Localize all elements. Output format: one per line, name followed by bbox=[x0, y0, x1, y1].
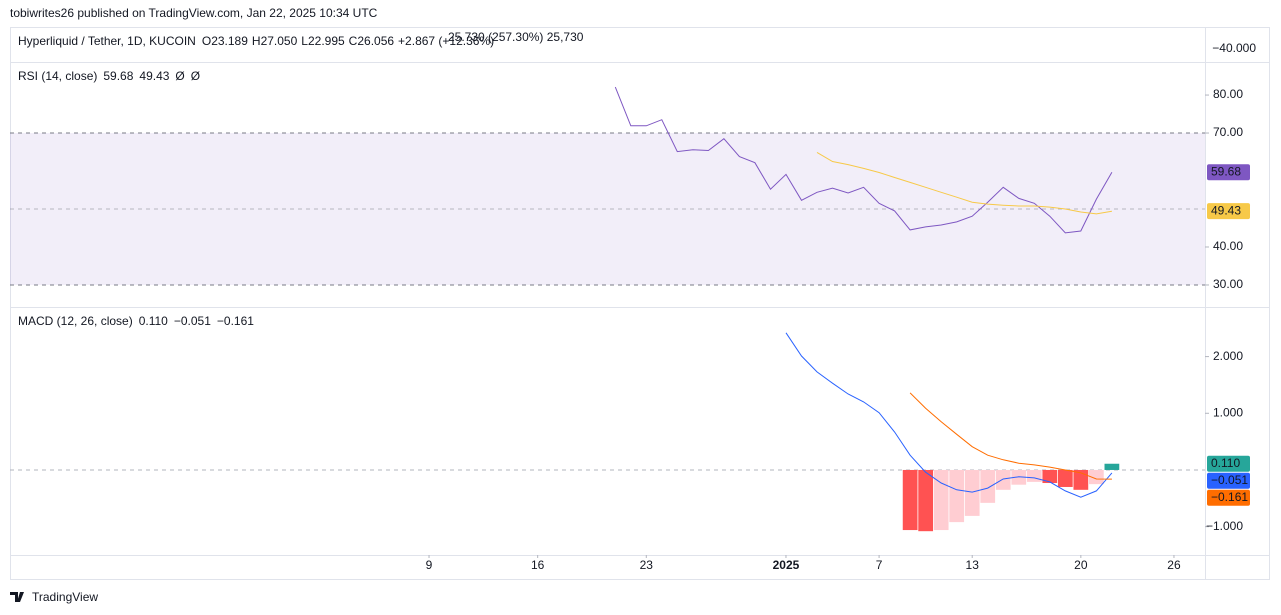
x-tick-label: 7 bbox=[876, 558, 883, 572]
symbol: Hyperliquid / Tether, 1D, KUCOIN bbox=[18, 34, 196, 48]
ohlc-value: 27.050 bbox=[261, 34, 298, 48]
x-tick-label: 23 bbox=[640, 558, 654, 572]
y-tick-label: 40.00 bbox=[1213, 239, 1243, 253]
price-badge-label: −0.051 bbox=[1211, 473, 1248, 487]
y-tick-label: 70.00 bbox=[1213, 125, 1243, 139]
ohlc-key: H bbox=[252, 34, 261, 48]
y-tick-label: 1.000 bbox=[1213, 405, 1243, 419]
price-badge-label: 59.68 bbox=[1211, 164, 1241, 178]
y-tick-label: 2.000 bbox=[1213, 349, 1243, 363]
ohlc-key: O bbox=[202, 34, 211, 48]
indicator-line bbox=[816, 151, 1112, 215]
x-tick-label: 16 bbox=[531, 558, 545, 572]
histogram-bar bbox=[1057, 469, 1073, 487]
legend-extra: Ø bbox=[175, 69, 184, 83]
legend-value: 0.110 bbox=[139, 314, 168, 328]
y-tick-label: −1.000 bbox=[1206, 519, 1243, 533]
price-badge-label: 49.43 bbox=[1211, 203, 1241, 217]
tradingview-logo bbox=[10, 592, 24, 602]
histogram-bar bbox=[995, 469, 1011, 490]
histogram-bar bbox=[918, 469, 934, 532]
ohlc-key: L bbox=[301, 34, 308, 48]
price-badge bbox=[1207, 455, 1250, 472]
brand: TradingView bbox=[32, 590, 98, 604]
histogram-bar bbox=[1104, 463, 1120, 470]
histogram-bar bbox=[902, 469, 918, 531]
legend-value: −0.051 bbox=[174, 314, 211, 328]
ohlc-value: 23.189 bbox=[211, 34, 248, 48]
price-badge-label: −0.161 bbox=[1211, 490, 1248, 504]
indicator-title: RSI (14, close) bbox=[18, 69, 97, 83]
histogram-bar bbox=[949, 469, 965, 523]
ohlc-value: 22.995 bbox=[308, 34, 345, 48]
y-tick-label: 30.00 bbox=[1213, 277, 1243, 291]
histogram-bar bbox=[1026, 469, 1042, 482]
indicator-line bbox=[909, 392, 1112, 480]
pane: 30.00 40.00 70.00 80.00 59.68 49.43 bbox=[10, 86, 1250, 291]
x-tick-label: 26 bbox=[1167, 558, 1181, 572]
change: +2.867 (+12.36%) bbox=[398, 34, 494, 48]
histogram-bar bbox=[980, 469, 996, 503]
x-tick-label: 9 bbox=[426, 558, 433, 572]
price-badge bbox=[1207, 164, 1250, 181]
x-tick-label: 20 bbox=[1074, 558, 1088, 572]
indicator-title: MACD (12, 26, close) bbox=[18, 314, 133, 328]
x-tick-label: 13 bbox=[966, 558, 980, 572]
price-badge bbox=[1207, 489, 1250, 506]
ohlc-value: 26.056 bbox=[357, 34, 394, 48]
histogram-bar bbox=[1088, 469, 1104, 485]
pane: −1.000 1.000 2.000 9 16 23 2025 7 13 20 26 0.110 −0.… bbox=[10, 332, 1250, 572]
price-badge bbox=[1207, 203, 1250, 220]
chart-frame bbox=[10, 27, 1270, 580]
publisher-line: tobiwrites26 published on TradingView.co… bbox=[10, 6, 378, 20]
legend-value: −0.161 bbox=[217, 314, 254, 328]
legend-extra: Ø bbox=[191, 69, 200, 83]
indicator-line bbox=[785, 332, 1113, 498]
overlay-label: 25.730 (257.30%) 25,730 bbox=[448, 30, 584, 44]
histogram-bar bbox=[1011, 469, 1027, 485]
legend-value: 49.43 bbox=[139, 69, 169, 83]
legend-value: 59.68 bbox=[103, 69, 133, 83]
histogram-bar bbox=[964, 469, 980, 516]
ohlc-key: C bbox=[349, 34, 358, 48]
price-badge bbox=[1207, 472, 1250, 489]
histogram-bar bbox=[1042, 469, 1058, 484]
x-tick-label: 2025 bbox=[773, 558, 800, 572]
indicator-line bbox=[614, 86, 1113, 234]
price-badge-label: 0.110 bbox=[1211, 456, 1240, 470]
y-tick-label: 80.00 bbox=[1213, 87, 1243, 101]
price-axis-label: −40.000 bbox=[1212, 41, 1256, 55]
histogram-bar bbox=[1073, 469, 1089, 490]
